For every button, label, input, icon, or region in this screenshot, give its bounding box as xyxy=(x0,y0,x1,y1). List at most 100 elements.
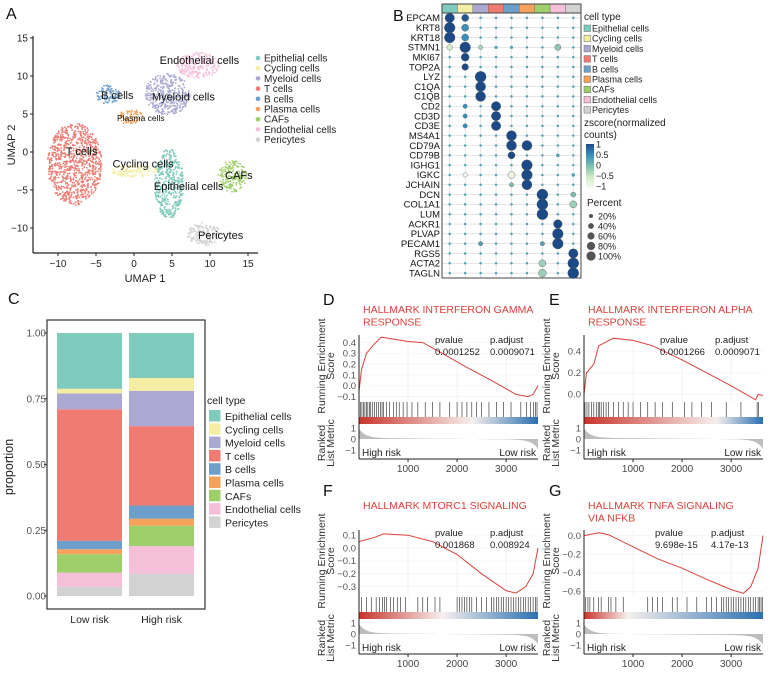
umap-point xyxy=(193,229,196,232)
umap-point xyxy=(62,173,65,176)
umap-point xyxy=(57,158,60,161)
expression-dot xyxy=(541,55,544,59)
umap-point xyxy=(168,182,171,184)
expression-dot xyxy=(479,163,482,167)
umap-point xyxy=(77,180,80,182)
umap-point xyxy=(55,135,57,138)
umap-point xyxy=(49,161,51,163)
padj-label: p.adjust xyxy=(711,528,745,539)
expression-dot xyxy=(541,104,544,108)
umap-point xyxy=(95,170,97,173)
umap-point xyxy=(65,198,67,201)
umap-point xyxy=(166,173,169,176)
umap-point xyxy=(48,165,51,168)
expression-dot xyxy=(448,104,451,108)
y-tick-label: 0 xyxy=(22,148,28,159)
umap-point xyxy=(191,75,194,77)
size-legend-label: 40% xyxy=(598,221,616,231)
umap-point xyxy=(161,79,164,82)
umap-point xyxy=(161,111,163,113)
umap-point xyxy=(92,162,95,164)
umap-point xyxy=(71,191,73,194)
umap-point xyxy=(191,240,193,243)
y-tick-label: −5 xyxy=(17,186,29,197)
umap-point xyxy=(153,94,156,97)
umap-point xyxy=(48,173,50,176)
expression-dot xyxy=(510,75,513,79)
umap-point xyxy=(152,103,155,106)
expression-dot xyxy=(556,36,560,39)
umap-point xyxy=(154,89,157,92)
umap-point xyxy=(56,132,59,135)
umap-point xyxy=(162,93,165,95)
umap-point xyxy=(163,200,166,203)
umap-point xyxy=(175,111,178,114)
umap-point xyxy=(69,200,72,202)
umap-point xyxy=(239,187,242,190)
expression-dot xyxy=(506,140,517,151)
expression-dot xyxy=(446,44,453,51)
legend-label: B cells xyxy=(592,64,619,74)
umap-point xyxy=(75,189,77,191)
expression-dot xyxy=(461,23,469,32)
umap-point xyxy=(79,190,82,193)
umap-point xyxy=(150,87,153,90)
umap-point xyxy=(235,184,238,186)
umap-point xyxy=(73,202,75,205)
y-tick-label: 0.2 xyxy=(343,359,356,370)
expression-dot xyxy=(463,271,467,275)
umap-point xyxy=(92,165,94,168)
umap-point xyxy=(89,133,92,136)
umap-point xyxy=(155,87,158,90)
expression-dot xyxy=(541,134,544,137)
umap-point xyxy=(170,160,173,163)
expression-dot xyxy=(556,271,560,275)
umap-point xyxy=(171,178,174,181)
umap-point xyxy=(58,165,61,168)
umap-point xyxy=(96,179,98,182)
expression-dot xyxy=(479,183,482,187)
expression-dot xyxy=(510,232,513,236)
umap-point xyxy=(168,171,171,173)
expression-dot xyxy=(525,124,529,128)
umap-point xyxy=(164,215,167,218)
umap-point xyxy=(123,170,125,173)
umap-point xyxy=(170,212,173,215)
umap-point xyxy=(197,242,200,245)
umap-point xyxy=(74,201,77,204)
umap-point xyxy=(171,109,174,111)
umap-point xyxy=(164,82,167,84)
metric-tick-label: 1 xyxy=(576,423,581,434)
expression-dot xyxy=(494,154,498,157)
umap-point xyxy=(181,178,183,181)
expression-dot xyxy=(556,124,560,128)
umap-point xyxy=(80,200,83,203)
umap-point xyxy=(136,166,139,169)
umap-point xyxy=(158,181,161,183)
expression-dot xyxy=(572,36,575,39)
expression-dot xyxy=(510,271,513,275)
legend-swatch xyxy=(209,463,221,475)
expression-dot xyxy=(556,144,560,147)
umap-point xyxy=(155,77,157,80)
umap-point xyxy=(120,167,123,170)
umap-point xyxy=(60,147,62,150)
umap-point xyxy=(60,151,63,154)
umap-point xyxy=(149,81,152,83)
umap-point xyxy=(166,152,168,155)
umap-point xyxy=(78,168,80,170)
umap-point xyxy=(181,94,183,97)
umap-point xyxy=(185,93,188,95)
y-tick-label: 0.3 xyxy=(343,349,356,360)
expression-dot xyxy=(541,65,544,69)
cell-type-strip xyxy=(503,3,520,14)
umap-point xyxy=(177,179,180,182)
bar-segment xyxy=(57,572,122,587)
umap-point xyxy=(162,156,165,159)
legend-dot xyxy=(255,86,261,91)
umap-point xyxy=(93,181,96,184)
umap-point xyxy=(165,203,168,205)
umap-point xyxy=(156,80,158,83)
umap-point xyxy=(90,189,93,191)
expression-dot xyxy=(572,183,575,187)
